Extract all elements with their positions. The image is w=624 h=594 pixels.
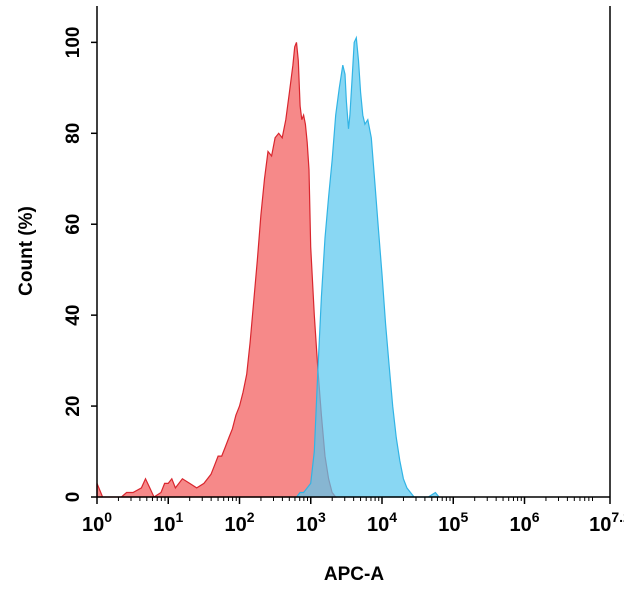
x-tick-label: 103 <box>296 509 326 536</box>
x-tick-label: 106 <box>509 509 539 536</box>
y-tick-label: 60 <box>63 214 84 235</box>
x-tick-label: 102 <box>224 509 254 536</box>
x-tick-label: 107.2 <box>589 509 624 536</box>
y-tick-label: 20 <box>63 396 84 417</box>
y-tick-label: 0 <box>63 492 84 503</box>
histogram-series-1 <box>96 42 337 498</box>
y-axis-title: Count (%) <box>16 206 37 296</box>
y-tick-label: 40 <box>63 305 84 326</box>
y-tick-label: 80 <box>63 123 84 144</box>
x-tick-label: 104 <box>367 509 397 536</box>
x-tick-label: 101 <box>153 509 183 536</box>
x-tick-label: 105 <box>438 509 468 536</box>
x-axis-title: APC-A <box>324 564 384 585</box>
x-tick-label: 100 <box>82 509 112 536</box>
ticks-layer: 0 20 40 60 80 100 100 101 102 103 104 105 106 107.2 <box>63 27 624 536</box>
histogram-series-2 <box>295 35 441 498</box>
y-tick-label: 100 <box>63 27 84 59</box>
series-layer <box>96 35 441 498</box>
